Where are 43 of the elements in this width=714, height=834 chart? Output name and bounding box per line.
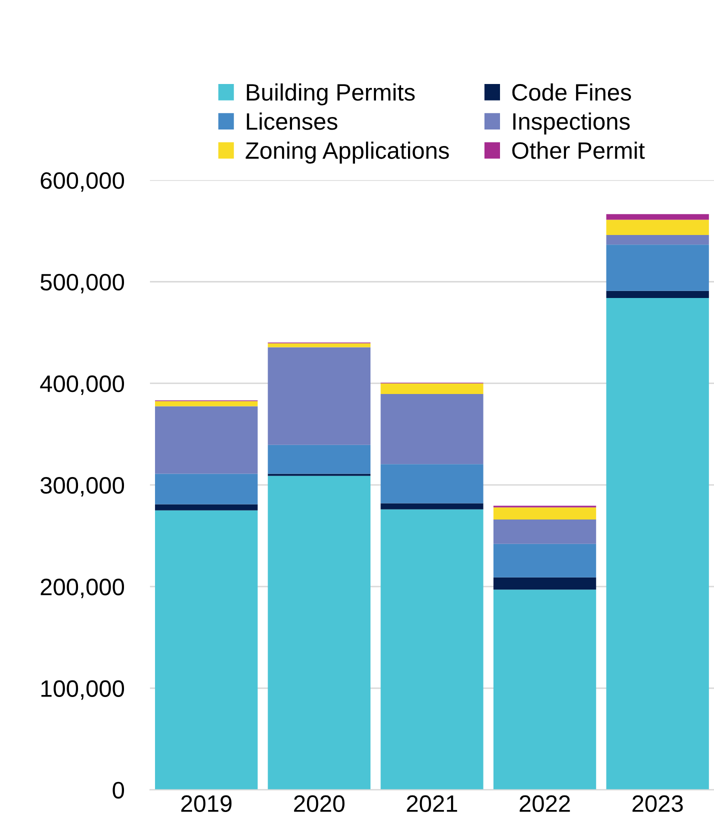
bar — [268, 476, 370, 790]
bar — [493, 520, 596, 544]
legend-label: Inspections — [513, 112, 630, 135]
bar — [155, 510, 258, 790]
y-tick-label: 200,000 — [40, 578, 124, 598]
bar — [606, 244, 709, 291]
bar — [380, 509, 484, 790]
y-tick-label: 500,000 — [40, 274, 124, 294]
y-tick-label: 600,000 — [40, 172, 124, 192]
bar — [493, 544, 596, 578]
bar — [155, 406, 258, 474]
bar — [155, 401, 258, 406]
x-tick-label: 2019 — [181, 795, 232, 812]
bar — [606, 235, 709, 245]
x-tick-label: 2020 — [294, 795, 344, 812]
bar — [380, 464, 484, 504]
legend-label: Licenses — [246, 112, 338, 130]
bar — [606, 220, 709, 236]
bar — [268, 444, 370, 474]
bar — [380, 503, 484, 510]
bar — [606, 290, 709, 298]
legend-label: Building Permits — [246, 83, 415, 106]
bar — [155, 504, 258, 510]
bar — [493, 590, 596, 790]
bar — [493, 577, 596, 590]
legend-label: Code Fines — [512, 83, 632, 101]
bar — [268, 347, 370, 445]
y-tick-label: 300,000 — [40, 477, 124, 497]
x-tick-label: 2022 — [520, 795, 570, 812]
bar — [380, 383, 484, 394]
y-tick-label: 400,000 — [40, 375, 124, 395]
legend-label: Zoning Applications — [246, 142, 449, 164]
bar — [380, 394, 484, 464]
y-tick-label: 100,000 — [41, 680, 124, 700]
bar — [493, 507, 596, 520]
legend-label: Other Permit — [512, 142, 645, 159]
x-tick-label: 2023 — [632, 795, 683, 812]
x-tick-label: 2021 — [406, 795, 458, 812]
bar — [606, 298, 709, 790]
bar — [268, 343, 370, 348]
bar — [606, 214, 709, 220]
bar — [155, 474, 258, 504]
y-tick-label: 0 — [112, 782, 124, 799]
